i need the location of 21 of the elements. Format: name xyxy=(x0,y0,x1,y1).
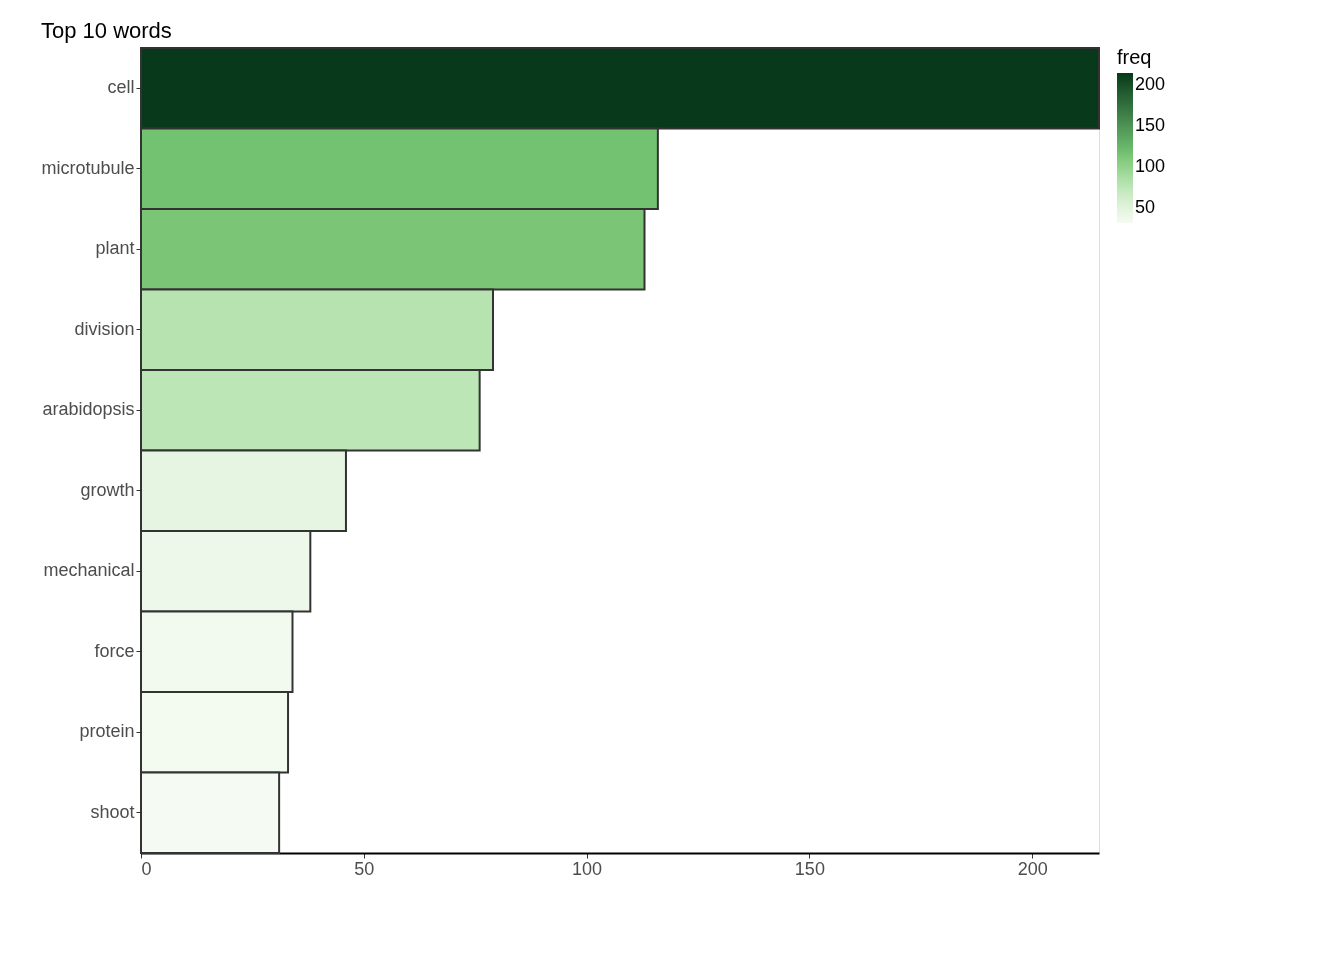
color-bar-label: 100 xyxy=(1135,155,1166,176)
x-tick-label: 200 xyxy=(1017,858,1048,879)
y-tick-label: cell xyxy=(107,77,135,98)
chart-title: Top 10 words xyxy=(40,18,172,43)
y-tick-label: division xyxy=(74,318,135,339)
y-tick-label: shoot xyxy=(90,801,135,822)
color-bar-label: 50 xyxy=(1135,196,1156,217)
x-tick-label: 50 xyxy=(354,858,375,879)
y-tick-label: growth xyxy=(80,479,135,500)
y-tick-label: plant xyxy=(95,238,135,259)
y-tick-label: force xyxy=(94,640,135,661)
y-tick-label: arabidopsis xyxy=(42,399,135,420)
x-tick-label: 150 xyxy=(794,858,825,879)
color-bar-label: 200 xyxy=(1135,74,1166,95)
y-tick-label: microtubule xyxy=(41,157,135,178)
color-bar-title: freq xyxy=(1117,46,1152,68)
y-tick-label: protein xyxy=(79,721,135,742)
x-tick-label: 100 xyxy=(572,858,603,879)
color-bar-label: 150 xyxy=(1135,114,1166,135)
x-tick-label: 0 xyxy=(141,858,152,879)
y-tick-label: mechanical xyxy=(43,560,135,581)
